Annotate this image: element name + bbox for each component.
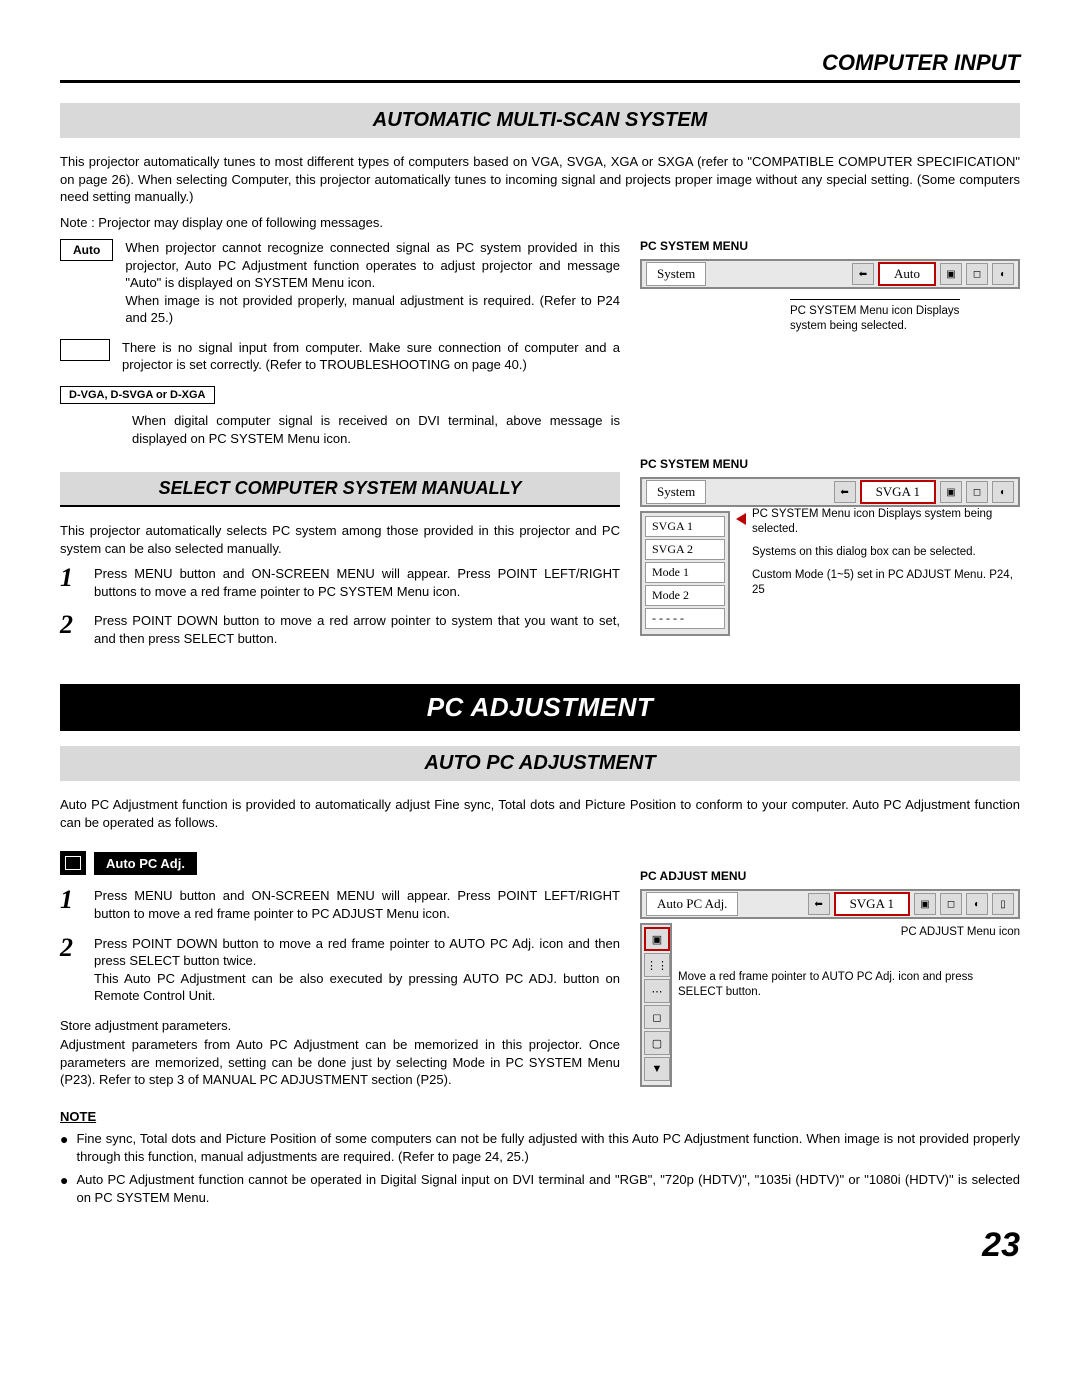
adj-icon-a: ▣	[914, 893, 936, 915]
section3-title: AUTO PC ADJUSTMENT	[60, 746, 1020, 781]
dropdown-list: SVGA 1 SVGA 2 Mode 1 Mode 2 - - - - -	[640, 511, 730, 636]
menu-auto-selected: Auto	[878, 262, 936, 286]
menu-system-cell-2: System	[646, 480, 706, 504]
auto-label: Auto	[60, 239, 113, 261]
menu-icon-c2: ◐	[992, 481, 1014, 503]
menu-system-cell-1: System	[646, 262, 706, 286]
bullet-2: ●	[60, 1171, 68, 1206]
menu-icon-b: ◻	[966, 263, 988, 285]
store-text: Adjustment parameters from Auto PC Adjus…	[60, 1036, 620, 1089]
auto-pc-icon	[60, 851, 86, 875]
pc-adjust-menu-bar: Auto PC Adj. ⬅ SVGA 1 ▣ ◻ ◐ ▯	[640, 889, 1020, 919]
section2-intro: This projector automatically selects PC …	[60, 522, 620, 557]
section2-title: SELECT COMPUTER SYSTEM MANUALLY	[60, 472, 620, 507]
pc-adjustment-header: PC ADJUSTMENT	[60, 684, 1020, 731]
bullet-1: ●	[60, 1130, 68, 1165]
menu-icon-c: ◐	[992, 263, 1014, 285]
note-item-1: Fine sync, Total dots and Picture Positi…	[76, 1130, 1020, 1165]
adj-icon-b: ◻	[940, 893, 962, 915]
note-heading: NOTE	[60, 1109, 1020, 1124]
step-1-num: 1	[60, 565, 84, 600]
menu-svga1-selected: SVGA 1	[860, 480, 936, 504]
menu-icon-a: ▣	[940, 263, 962, 285]
menu-autopcadj-cell: Auto PC Adj.	[646, 892, 738, 916]
section2-step1: Press MENU button and ON-SCREEN MENU wil…	[94, 565, 620, 600]
dropdown-item-0: SVGA 1	[645, 516, 725, 537]
s3-step1-num: 1	[60, 887, 84, 922]
section2-step2: Press POINT DOWN button to move a red ar…	[94, 612, 620, 647]
s3-step2-num: 2	[60, 935, 84, 1005]
blank-text: There is no signal input from computer. …	[122, 339, 620, 374]
dropdown-item-2: Mode 1	[645, 562, 725, 583]
auto-pc-label-box: Auto PC Adj.	[94, 852, 197, 875]
adj-icon-stack: ▣ ⋮⋮ ⋯ ◻ ▢ ▼	[640, 923, 672, 1087]
section1-intro: This projector automatically tunes to mo…	[60, 153, 1020, 206]
menu-svga1-adj: SVGA 1	[834, 892, 910, 916]
section1-note-line: Note : Projector may display one of foll…	[60, 214, 1020, 232]
callout2-2: Systems on this dialog box can be select…	[752, 545, 1020, 560]
step-2-num: 2	[60, 612, 84, 647]
stack-icon-2: ⋯	[644, 979, 670, 1003]
blank-label	[60, 339, 110, 361]
pc-adjust-menu-heading: PC ADJUST MENU	[640, 869, 1020, 883]
menu-icon-back-2: ⬅	[834, 481, 856, 503]
red-arrow-icon	[736, 513, 746, 525]
pc-system-menu-bar-2: System ⬅ SVGA 1 ▣ ◻ ◐	[640, 477, 1020, 507]
menu-icon-a2: ▣	[940, 481, 962, 503]
stack-icon-4: ▢	[644, 1031, 670, 1055]
section3-step1: Press MENU button and ON-SCREEN MENU wil…	[94, 887, 620, 922]
callout2-3: Custom Mode (1~5) set in PC ADJUST Menu.…	[752, 568, 1020, 598]
dvga-label: D-VGA, D-SVGA or D-XGA	[60, 386, 215, 404]
callout-1: PC SYSTEM Menu icon Displays system bein…	[790, 299, 960, 334]
callout2-1: PC SYSTEM Menu icon Displays system bein…	[752, 507, 1020, 537]
stack-icon-3: ◻	[644, 1005, 670, 1029]
adj-icon-c: ◐	[966, 893, 988, 915]
callout3-1: PC ADJUST Menu icon	[678, 925, 1020, 940]
menu-icon-back: ⬅	[852, 263, 874, 285]
callout3-2: Move a red frame pointer to AUTO PC Adj.…	[678, 970, 1020, 1000]
pc-system-menu-heading-2: PC SYSTEM MENU	[640, 457, 1020, 471]
store-label: Store adjustment parameters.	[60, 1017, 620, 1035]
dropdown-item-4: - - - - -	[645, 608, 725, 629]
adj-icon-back: ⬅	[808, 893, 830, 915]
section3-intro: Auto PC Adjustment function is provided …	[60, 796, 1020, 831]
pc-system-menu-bar-1: System ⬅ Auto ▣ ◻ ◐	[640, 259, 1020, 289]
section3-step2: Press POINT DOWN button to move a red fr…	[94, 935, 620, 1005]
stack-icon-1: ⋮⋮	[644, 953, 670, 977]
auto-text: When projector cannot recognize connecte…	[125, 239, 620, 327]
stack-icon-0: ▣	[644, 927, 670, 951]
dropdown-item-3: Mode 2	[645, 585, 725, 606]
page-number: 23	[60, 1226, 1020, 1265]
stack-icon-down: ▼	[644, 1057, 670, 1081]
adj-icon-d: ▯	[992, 893, 1014, 915]
note-item-2: Auto PC Adjustment function cannot be op…	[76, 1171, 1020, 1206]
dropdown-item-1: SVGA 2	[645, 539, 725, 560]
pc-system-menu-heading-1: PC SYSTEM MENU	[640, 239, 1020, 253]
section1-title: AUTOMATIC MULTI-SCAN SYSTEM	[60, 103, 1020, 138]
dvga-text: When digital computer signal is received…	[132, 412, 620, 447]
menu-icon-b2: ◻	[966, 481, 988, 503]
page-header: COMPUTER INPUT	[60, 50, 1020, 83]
